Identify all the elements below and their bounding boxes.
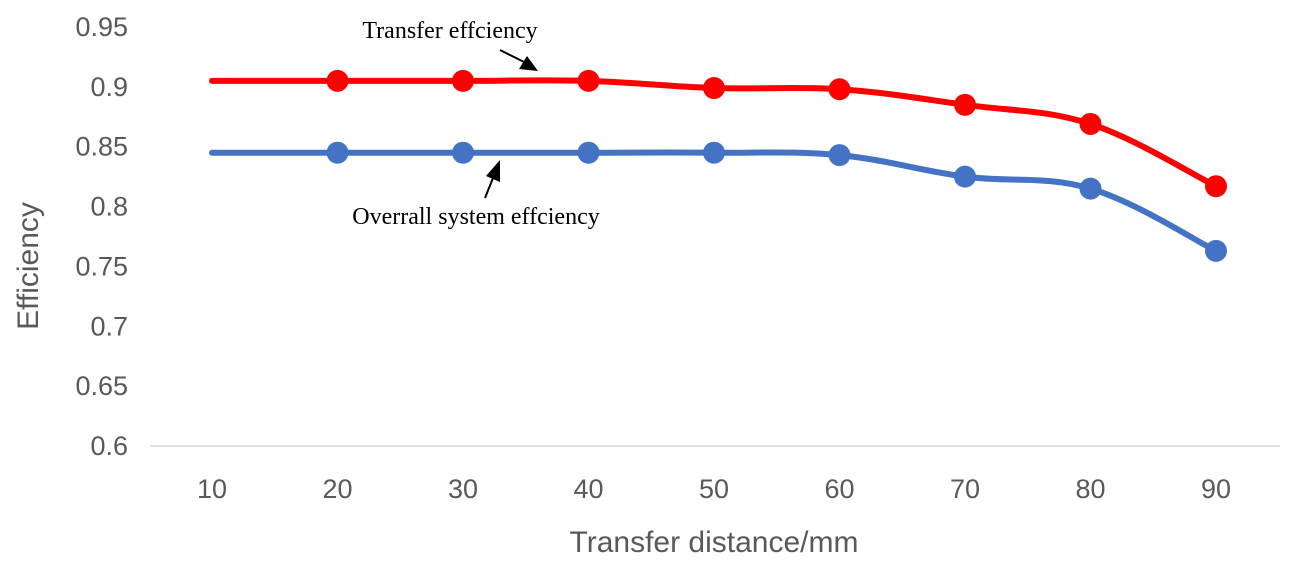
x-axis-ticks: 10 20 30 40 50 60 70 80 90 [197, 474, 1231, 504]
y-tick-label: 0.65 [75, 371, 128, 401]
series-1-point [954, 165, 976, 188]
series-0-point [703, 77, 725, 100]
y-axis-title: Efficiency [12, 202, 45, 330]
series-layer [209, 69, 1227, 262]
series-1-point [577, 141, 600, 164]
series-0-point [1205, 175, 1227, 198]
annotation-transfer-efficiency: Transfer effciency [362, 18, 537, 44]
y-tick-label: 0.7 [90, 311, 128, 341]
x-tick-label: 50 [699, 474, 729, 504]
y-tick-label: 0.85 [75, 132, 128, 162]
annotation-overall-system-efficiency: Overrall system effciency [352, 204, 599, 230]
series-0-point [1079, 112, 1102, 135]
y-axis-ticks: 0.6 0.65 0.7 0.75 0.8 0.85 0.9 0.95 [75, 12, 128, 461]
x-tick-label: 30 [448, 474, 478, 504]
series-0-point [452, 69, 474, 92]
annotation-arrowhead-transfer-efficiency [519, 56, 538, 71]
series-1-point [703, 141, 725, 164]
series-line-1 [209, 149, 1219, 254]
series-1-point [452, 141, 474, 164]
series-0-point [954, 93, 976, 116]
annotation-arrow-transfer-efficiency [499, 49, 527, 64]
series-0-point [326, 69, 349, 92]
series-1-point [1079, 177, 1102, 200]
series-0-point [828, 78, 851, 101]
x-tick-label: 80 [1075, 474, 1105, 504]
y-tick-label: 0.95 [75, 12, 128, 42]
annotation-arrow-overall-system-efficiency [484, 177, 494, 199]
annotation-arrowhead-overall-system-efficiency [486, 160, 500, 182]
x-tick-label: 90 [1201, 474, 1231, 504]
x-tick-label: 20 [322, 474, 352, 504]
series-1-point [1205, 239, 1227, 262]
x-tick-label: 60 [824, 474, 854, 504]
series-1-point [326, 141, 349, 164]
y-tick-label: 0.9 [90, 72, 128, 102]
x-axis-title: Transfer distance/mm [570, 526, 859, 559]
y-tick-label: 0.8 [90, 192, 128, 222]
x-tick-label: 10 [197, 474, 227, 504]
y-tick-label: 0.6 [90, 431, 128, 461]
annotation-layer: Transfer effciency Overrall system effci… [352, 18, 599, 230]
x-tick-label: 70 [950, 474, 980, 504]
x-tick-label: 40 [573, 474, 603, 504]
y-tick-label: 0.75 [75, 251, 128, 281]
series-1-point [828, 144, 851, 167]
series-0-point [577, 69, 600, 92]
